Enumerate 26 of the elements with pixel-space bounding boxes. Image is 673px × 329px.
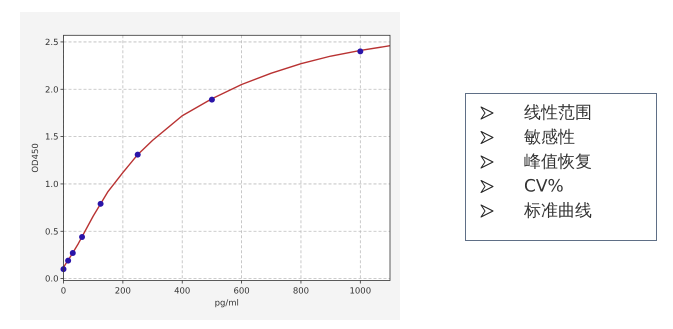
x-axis-title: pg/ml [214,298,239,308]
point [98,200,104,207]
x-tick-label: 400 [174,286,190,296]
x-tick-label: 800 [292,286,310,296]
y-axis-title: OD450 [31,143,41,173]
y-tick-label: 1.5 [44,132,58,143]
y-tick-label: 1.0 [44,180,58,190]
y-tick-label: 0.0 [44,274,58,285]
y-tick-label: 2.0 [44,85,58,96]
point [65,258,72,264]
text: 标准曲线 [523,201,592,221]
x-tick-label: 1000 [350,286,372,296]
x-tick-label: 0 [60,286,66,296]
y-tick-label: 0.5 [44,227,58,238]
point [208,96,215,103]
text: 峰值恢复 [524,152,592,172]
point [357,48,364,54]
text: CV% [524,176,564,196]
point [134,152,141,158]
point [70,250,76,256]
y-tick-label: 2.5 [44,38,58,48]
text: 敏感性 [524,128,575,148]
x-tick-label: 600 [233,286,250,296]
point [79,234,86,240]
x-tick-label: 200 [114,286,131,296]
text: 线性范围 [524,103,592,123]
